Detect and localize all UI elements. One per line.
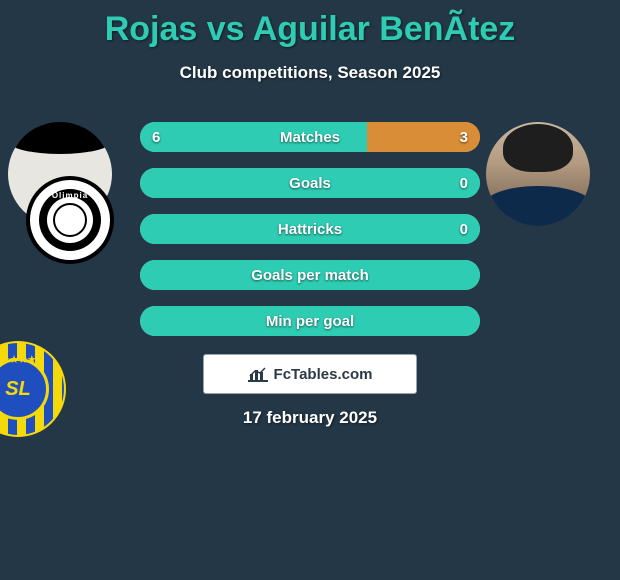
- stat-row: Min per goal: [140, 306, 480, 336]
- club-right-monogram: SL: [5, 378, 31, 401]
- page-subtitle: Club competitions, Season 2025: [0, 63, 620, 83]
- bar-chart-icon: [248, 366, 268, 382]
- brand-text: FcTables.com: [274, 366, 373, 383]
- stat-label: Hattricks: [140, 214, 480, 244]
- stat-row: Matches6 3: [140, 122, 480, 152]
- brand-badge: FcTables.com: [203, 354, 417, 394]
- comparison-infographic: Rojas vs Aguilar BenÃ­tez Club competiti…: [0, 0, 620, 580]
- stat-label: Goals per match: [140, 260, 480, 290]
- stat-value-left: 6: [152, 122, 160, 152]
- stat-label: Goals: [140, 168, 480, 198]
- stat-value-right: 0: [460, 168, 468, 198]
- club-left-badge: Olimpia: [26, 176, 114, 264]
- stat-rows: Matches63Goals0Hattricks0Goals per match…: [140, 122, 480, 352]
- stat-label: Matches: [140, 122, 480, 152]
- player-right-avatar: [486, 122, 590, 226]
- stat-value-right: 0: [460, 214, 468, 244]
- page-title: Rojas vs Aguilar BenÃ­tez: [0, 0, 620, 49]
- stat-row: Hattricks0: [140, 214, 480, 244]
- stat-label: Min per goal: [140, 306, 480, 336]
- stars-icon: ★★★★: [0, 353, 35, 366]
- stat-row: Goals per match: [140, 260, 480, 290]
- stat-value-right: 3: [460, 122, 468, 152]
- stat-row: Goals0: [140, 168, 480, 198]
- date-label: 17 february 2025: [0, 408, 620, 428]
